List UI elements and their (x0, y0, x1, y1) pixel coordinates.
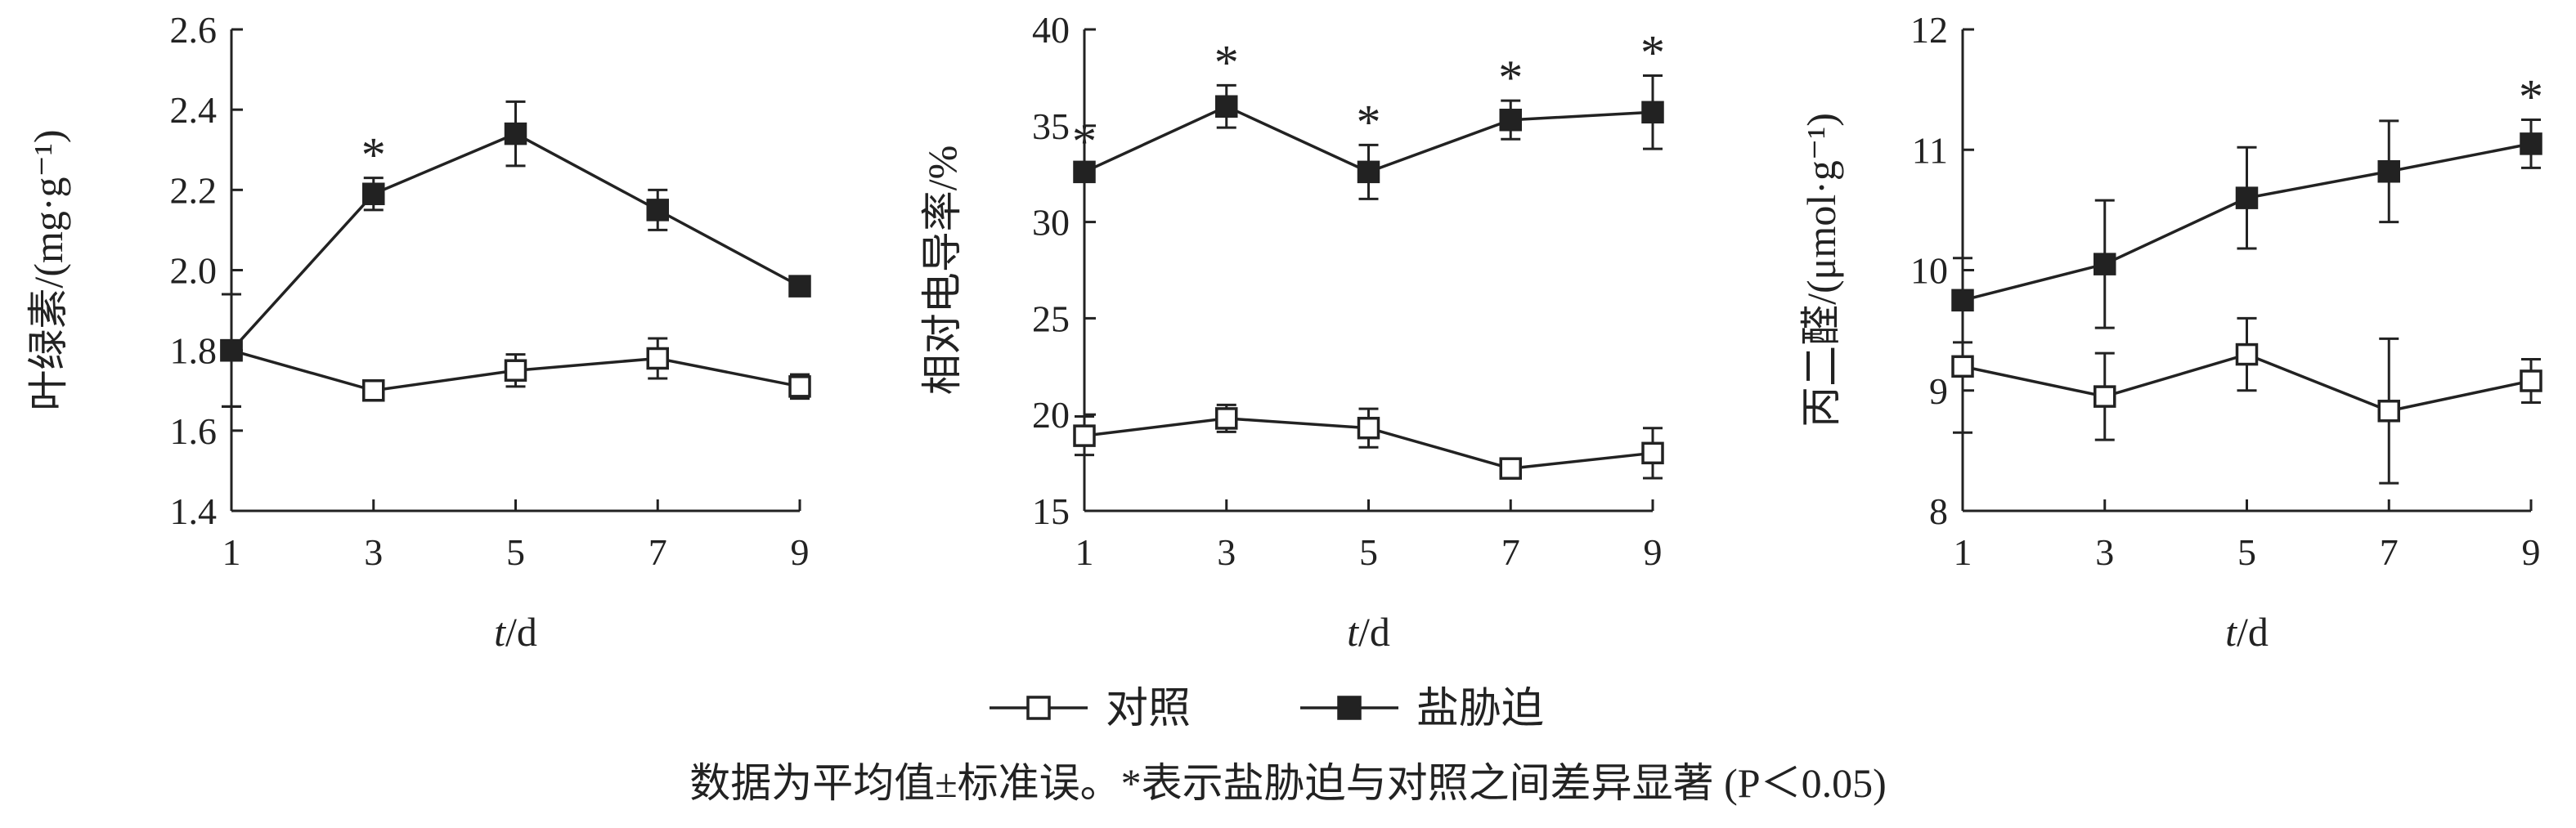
data-point-control (2520, 369, 2542, 392)
series-control (1951, 298, 2542, 485)
data-point-control (1499, 457, 1522, 480)
data-point-salt (646, 199, 669, 222)
data-point-salt (1951, 289, 1974, 312)
x-tick-label: 3 (2095, 531, 2114, 573)
data-point-salt (1499, 108, 1522, 132)
legend-salt-marker (1337, 696, 1362, 720)
data-point-salt (1641, 101, 1664, 124)
figure-caption: 数据为平均值±标准误。*表示盐胁迫与对照之间差异显著 (P＜0.05) (689, 760, 1887, 806)
series-control (1073, 403, 1664, 480)
data-point-control (362, 379, 385, 402)
data-point-salt (2235, 186, 2259, 209)
x-tick-label: 5 (506, 531, 525, 573)
y-tick-label: 35 (1032, 105, 1070, 147)
y-tick-label: 9 (1929, 370, 1948, 412)
data-point-control (2094, 385, 2116, 408)
x-tick-label: 7 (648, 531, 667, 573)
x-axis-label: t/d (1347, 609, 1390, 655)
y-tick-label: 1.4 (170, 490, 218, 532)
data-point-control (788, 375, 811, 398)
data-point-control (646, 347, 669, 370)
data-point-control (504, 359, 527, 382)
series-salt (1073, 74, 1664, 200)
y-tick-label: 20 (1032, 394, 1070, 436)
x-axis-label: t/d (494, 609, 537, 655)
data-point-salt (1215, 95, 1238, 118)
data-point-control (1215, 407, 1238, 430)
legend-control-marker (1026, 696, 1051, 720)
significance-star: * (1357, 95, 1381, 149)
x-tick-label: 1 (1075, 531, 1094, 573)
data-point-salt (362, 182, 385, 205)
data-point-control (1641, 441, 1664, 465)
significance-star: * (2519, 69, 2543, 123)
x-tick-label: 5 (1359, 531, 1378, 573)
data-point-control (1951, 355, 1974, 378)
x-tick-label: 9 (791, 531, 810, 573)
significance-star: * (361, 128, 386, 182)
data-point-salt (788, 275, 811, 298)
y-tick-label: 2.4 (170, 89, 218, 131)
x-tick-label: 9 (1644, 531, 1663, 573)
data-point-control (2377, 400, 2400, 423)
data-point-control (1357, 416, 1380, 440)
y-axis-label: 相对电导率/% (919, 145, 965, 396)
x-tick-label: 3 (364, 531, 383, 573)
data-point-salt (2520, 132, 2542, 155)
chart-panel-chlorophyll: 1.4 1.6 1.8 2.0 2.2 2.4 2.6 1 3 5 7 9 t/d 叶绿素/(mg·g⁻¹… (25, 9, 811, 655)
x-tick-label: 9 (2522, 531, 2541, 573)
x-axis-label-variable: t (494, 609, 506, 655)
y-tick-label: 40 (1032, 9, 1070, 51)
y-axis-label: 丙二醛/(μmol·g⁻¹) (1798, 113, 1844, 427)
y-tick-label: 10 (1910, 250, 1948, 292)
data-point-salt (2094, 253, 2116, 275)
data-point-salt (504, 122, 527, 145)
y-tick-label: 11 (1912, 129, 1948, 171)
x-axis-label-unit: /d (2237, 609, 2269, 655)
y-tick-label: 15 (1032, 490, 1070, 532)
series-salt (220, 100, 811, 408)
y-tick-label: 8 (1929, 490, 1948, 532)
x-axis-label-unit: /d (505, 609, 537, 655)
significance-star: * (1498, 51, 1523, 105)
x-tick-label: 7 (2380, 531, 2399, 573)
data-point-control (1073, 424, 1096, 447)
series-salt (1951, 118, 2542, 344)
x-tick-label: 1 (1954, 531, 1972, 573)
x-axis-label-unit: /d (1358, 609, 1390, 655)
x-axis-label-variable: t (2225, 609, 2237, 655)
panels: 1.41.61.82.02.22.42.61 3 5 7 9t/d叶绿素/(mg·g⁻¹… (25, 9, 2543, 655)
y-tick-label: 1.8 (170, 330, 218, 372)
y-tick-label: 12 (1910, 9, 1948, 51)
x-axis-label: t/d (2225, 609, 2269, 655)
data-point-control (2235, 342, 2259, 366)
y-tick-label: 2.0 (170, 250, 218, 292)
x-axis-label-variable: t (1347, 609, 1359, 655)
y-tick-label: 2.2 (170, 169, 218, 211)
x-tick-label: 1 (222, 531, 241, 573)
y-tick-label: 1.6 (170, 410, 218, 452)
significance-star: * (1640, 26, 1665, 80)
x-tick-label: 5 (2237, 531, 2256, 573)
legend: 对照 盐胁迫 (990, 686, 1544, 732)
y-tick-label: 30 (1032, 202, 1070, 244)
y-tick-label: 25 (1032, 298, 1070, 339)
legend-control-label: 对照 (1106, 686, 1191, 732)
legend-salt-label: 盐胁迫 (1416, 686, 1544, 732)
data-point-salt (1357, 160, 1380, 184)
x-tick-label: 3 (1217, 531, 1236, 573)
x-tick-label: 7 (1501, 531, 1520, 573)
data-point-salt (220, 338, 243, 362)
data-point-salt (1073, 160, 1096, 184)
y-tick-label: 2.6 (170, 9, 218, 51)
y-axis-label: 叶绿素/(mg·g⁻¹) (25, 129, 71, 410)
series-control (220, 293, 811, 408)
significance-star: * (1072, 114, 1097, 168)
data-point-salt (2377, 160, 2400, 183)
significance-star: * (1214, 35, 1239, 89)
